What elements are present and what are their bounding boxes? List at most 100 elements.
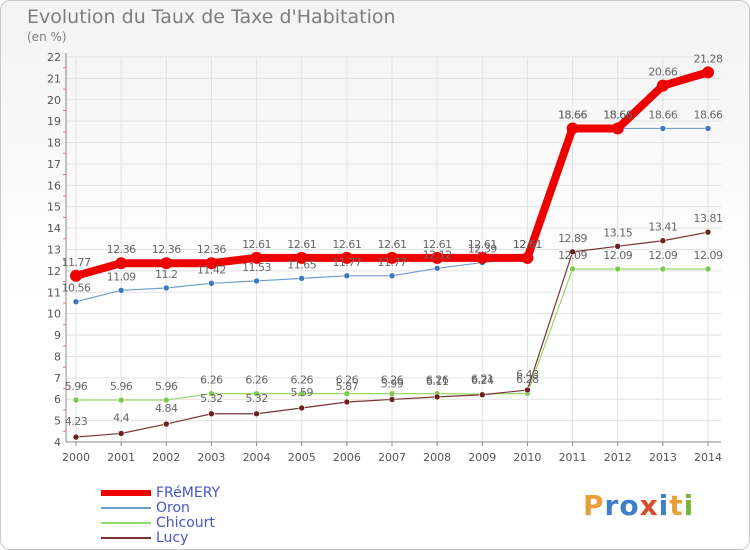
x-tick-label: 2007	[378, 451, 406, 464]
legend-swatch-oron	[101, 507, 151, 509]
point-oron	[343, 272, 351, 280]
y-tick-label: 11	[47, 286, 61, 299]
data-label-frmery: 12.36	[152, 243, 181, 256]
data-label-frmery: 18.66	[558, 108, 587, 121]
legend-label-lucy: Lucy	[156, 530, 189, 546]
data-label-chicourt: 6.28	[516, 373, 539, 386]
point-frmery	[656, 79, 669, 92]
point-oron	[208, 279, 215, 287]
data-label-oron: 12.61	[513, 238, 542, 251]
point-frmery	[250, 251, 263, 264]
data-label-lucy: 6.43	[516, 368, 539, 381]
data-label-lucy: 13.15	[603, 226, 632, 239]
point-chicourt	[117, 396, 125, 404]
y-tick-label: 17	[47, 158, 61, 171]
point-frmery	[70, 269, 82, 282]
data-label-lucy: 4.84	[155, 402, 178, 415]
point-frmery	[476, 251, 489, 264]
data-label-lucy: 4.4	[113, 411, 129, 424]
point-lucy	[72, 433, 80, 441]
data-label-chicourt: 6.26	[426, 374, 449, 387]
point-chicourt	[72, 396, 80, 404]
point-frmery	[205, 257, 218, 270]
y-tick-label: 18	[47, 137, 61, 150]
x-tick-label: 2002	[152, 451, 180, 464]
point-oron	[298, 275, 306, 282]
point-frmery	[431, 251, 444, 264]
point-lucy	[162, 420, 170, 428]
data-label-lucy: 6.11	[426, 375, 449, 388]
data-label-oron: 11.42	[197, 263, 226, 276]
data-label-lucy: 5.32	[245, 392, 268, 405]
legend-swatch-chicourt	[101, 522, 151, 524]
data-label-oron: 11.53	[242, 261, 271, 274]
point-lucy	[569, 248, 576, 256]
data-label-lucy: 12.89	[558, 232, 587, 245]
data-label-chicourt: 6.26	[336, 374, 359, 387]
data-label-chicourt: 5.96	[110, 380, 133, 393]
point-chicourt	[704, 265, 712, 273]
logo-letter: i	[658, 489, 670, 522]
point-lucy	[253, 410, 260, 418]
y-tick-label: 19	[47, 115, 61, 128]
y-tick-label: 21	[47, 72, 61, 85]
logo-letter: i	[683, 489, 695, 522]
point-chicourt	[388, 390, 396, 397]
proxiti-logo: Proxiti	[583, 489, 694, 522]
point-chicourt	[343, 390, 351, 397]
series-lines	[70, 66, 714, 441]
y-tick-label: 14	[47, 222, 61, 235]
point-frmery	[386, 251, 398, 264]
x-tick-label: 2013	[649, 451, 677, 464]
point-frmery	[702, 66, 714, 79]
point-chicourt	[569, 265, 576, 273]
grid-lines	[66, 56, 721, 443]
x-tick-label: 2000	[62, 451, 90, 464]
legend-swatch-lucy	[101, 537, 151, 539]
x-tick-label: 2005	[288, 451, 316, 464]
y-tick-label: 15	[47, 201, 61, 214]
data-label-lucy: 5.87	[336, 380, 359, 393]
data-label-frmery: 12.36	[197, 243, 226, 256]
data-label-chicourt: 5.96	[155, 380, 178, 393]
y-tick-label: 16	[47, 179, 61, 192]
data-label-oron: 11.77	[332, 256, 361, 269]
x-tick-label: 2011	[559, 451, 587, 464]
x-tick-label: 2001	[107, 451, 135, 464]
data-label-frmery: 12.61	[378, 238, 407, 251]
data-label-frmery: 12.36	[107, 243, 136, 256]
y-tick-label: 6	[54, 393, 61, 406]
data-label-chicourt: 12.09	[558, 249, 587, 262]
data-label-oron: 11.2	[155, 268, 178, 281]
data-label-oron: 18.66	[694, 108, 723, 121]
data-label-oron: 11.09	[107, 270, 136, 283]
point-chicourt	[659, 265, 667, 273]
point-oron	[704, 125, 712, 132]
data-label-lucy: 13.41	[648, 221, 677, 234]
data-label-frmery: 12.61	[287, 238, 316, 251]
point-frmery	[521, 251, 534, 264]
point-lucy	[117, 430, 125, 437]
data-label-oron: 10.56	[62, 282, 91, 295]
data-label-oron: 18.66	[603, 108, 632, 121]
logo-letter: t	[669, 489, 684, 522]
logo-letter: o	[619, 489, 640, 522]
legend-swatch-fremery	[101, 490, 151, 496]
point-chicourt	[253, 390, 260, 397]
data-label-frmery: 18.66	[603, 108, 632, 121]
data-label-lucy: 5.32	[200, 392, 223, 405]
point-lucy	[704, 228, 712, 236]
data-label-chicourt: 6.26	[381, 374, 404, 387]
data-label-frmery: 21.28	[694, 52, 723, 65]
data-label-frmery: 11.77	[62, 256, 91, 269]
x-tick-label: 2008	[423, 451, 451, 464]
y-tick-label: 12	[47, 265, 61, 278]
point-lucy	[298, 404, 306, 412]
y-tick-label: 4	[54, 436, 61, 449]
point-lucy	[614, 242, 622, 250]
data-label-frmery: 12.61	[242, 238, 271, 251]
data-label-chicourt: 12.09	[603, 249, 632, 262]
point-chicourt	[614, 265, 622, 273]
